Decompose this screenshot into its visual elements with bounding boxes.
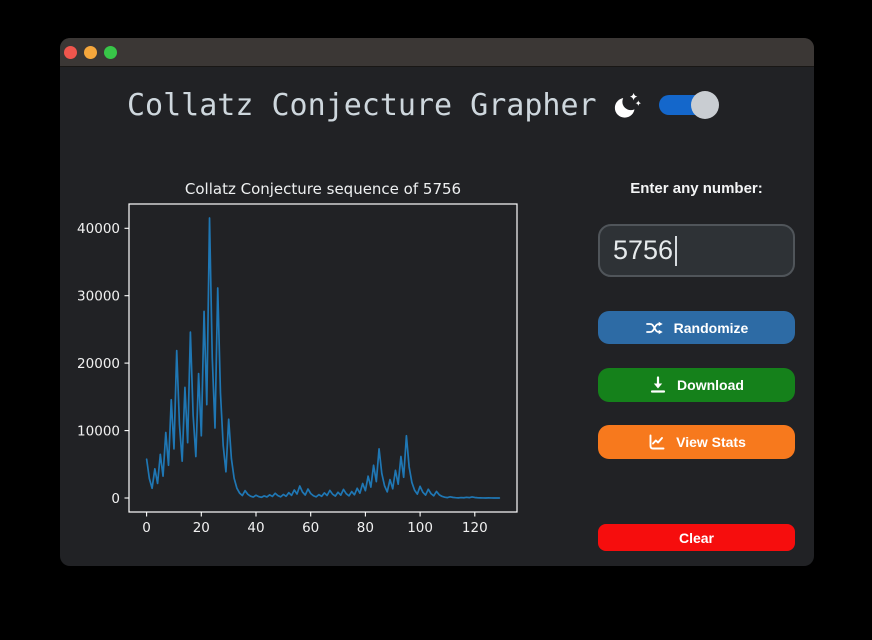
view-stats-button-label: View Stats bbox=[676, 434, 746, 450]
number-input-value: 5756 bbox=[613, 235, 674, 265]
y-tick-label: 20000 bbox=[77, 356, 120, 372]
shuffle-icon bbox=[645, 321, 663, 334]
theme-toggle-knob[interactable] bbox=[690, 91, 719, 119]
theme-toggle[interactable] bbox=[658, 91, 719, 119]
app-window: Collatz Conjecture Grapher Collatz Conje… bbox=[60, 38, 814, 566]
clear-button-label: Clear bbox=[678, 529, 715, 546]
y-tick-label: 10000 bbox=[77, 423, 120, 439]
line-chart-icon bbox=[649, 434, 665, 450]
close-window-button[interactable] bbox=[63, 45, 77, 59]
y-tick-label: 0 bbox=[111, 491, 120, 507]
number-input-label: Enter any number: bbox=[630, 180, 763, 197]
y-tick-label: 40000 bbox=[77, 221, 120, 237]
control-panel: Enter any number: 5756 Randomize Downloa… bbox=[598, 38, 795, 566]
x-tick-label: 60 bbox=[302, 520, 319, 536]
text-caret bbox=[675, 235, 678, 266]
download-icon bbox=[650, 376, 666, 393]
moon-icon bbox=[614, 92, 641, 118]
x-tick-label: 0 bbox=[142, 520, 151, 536]
number-input[interactable]: 5756 bbox=[598, 224, 795, 277]
zoom-window-button[interactable] bbox=[103, 45, 117, 59]
titlebar bbox=[60, 38, 814, 67]
x-tick-label: 80 bbox=[357, 520, 374, 536]
x-tick-label: 100 bbox=[407, 520, 433, 536]
x-tick-label: 120 bbox=[462, 520, 488, 536]
chart-title: Collatz Conjecture sequence of 5756 bbox=[184, 180, 462, 198]
download-button[interactable]: Download bbox=[598, 368, 795, 402]
x-tick-label: 20 bbox=[193, 520, 210, 536]
app-title: Collatz Conjecture Grapher bbox=[127, 87, 597, 123]
collatz-line-chart: 0 10000 20000 30000 40000 0 20 40 60 80 100 120 bbox=[77, 203, 518, 536]
y-tick-label: 30000 bbox=[77, 289, 120, 305]
download-button-label: Download bbox=[677, 377, 744, 393]
app-header: Collatz Conjecture Grapher bbox=[127, 86, 719, 124]
randomize-button[interactable]: Randomize bbox=[598, 311, 795, 344]
view-stats-button[interactable]: View Stats bbox=[598, 425, 795, 459]
collatz-sequence-line bbox=[145, 217, 501, 499]
plot-border bbox=[128, 203, 518, 513]
minimize-window-button[interactable] bbox=[83, 45, 97, 59]
x-tick-label: 40 bbox=[247, 520, 264, 536]
randomize-button-label: Randomize bbox=[673, 319, 749, 336]
clear-button[interactable]: Clear bbox=[598, 524, 795, 551]
